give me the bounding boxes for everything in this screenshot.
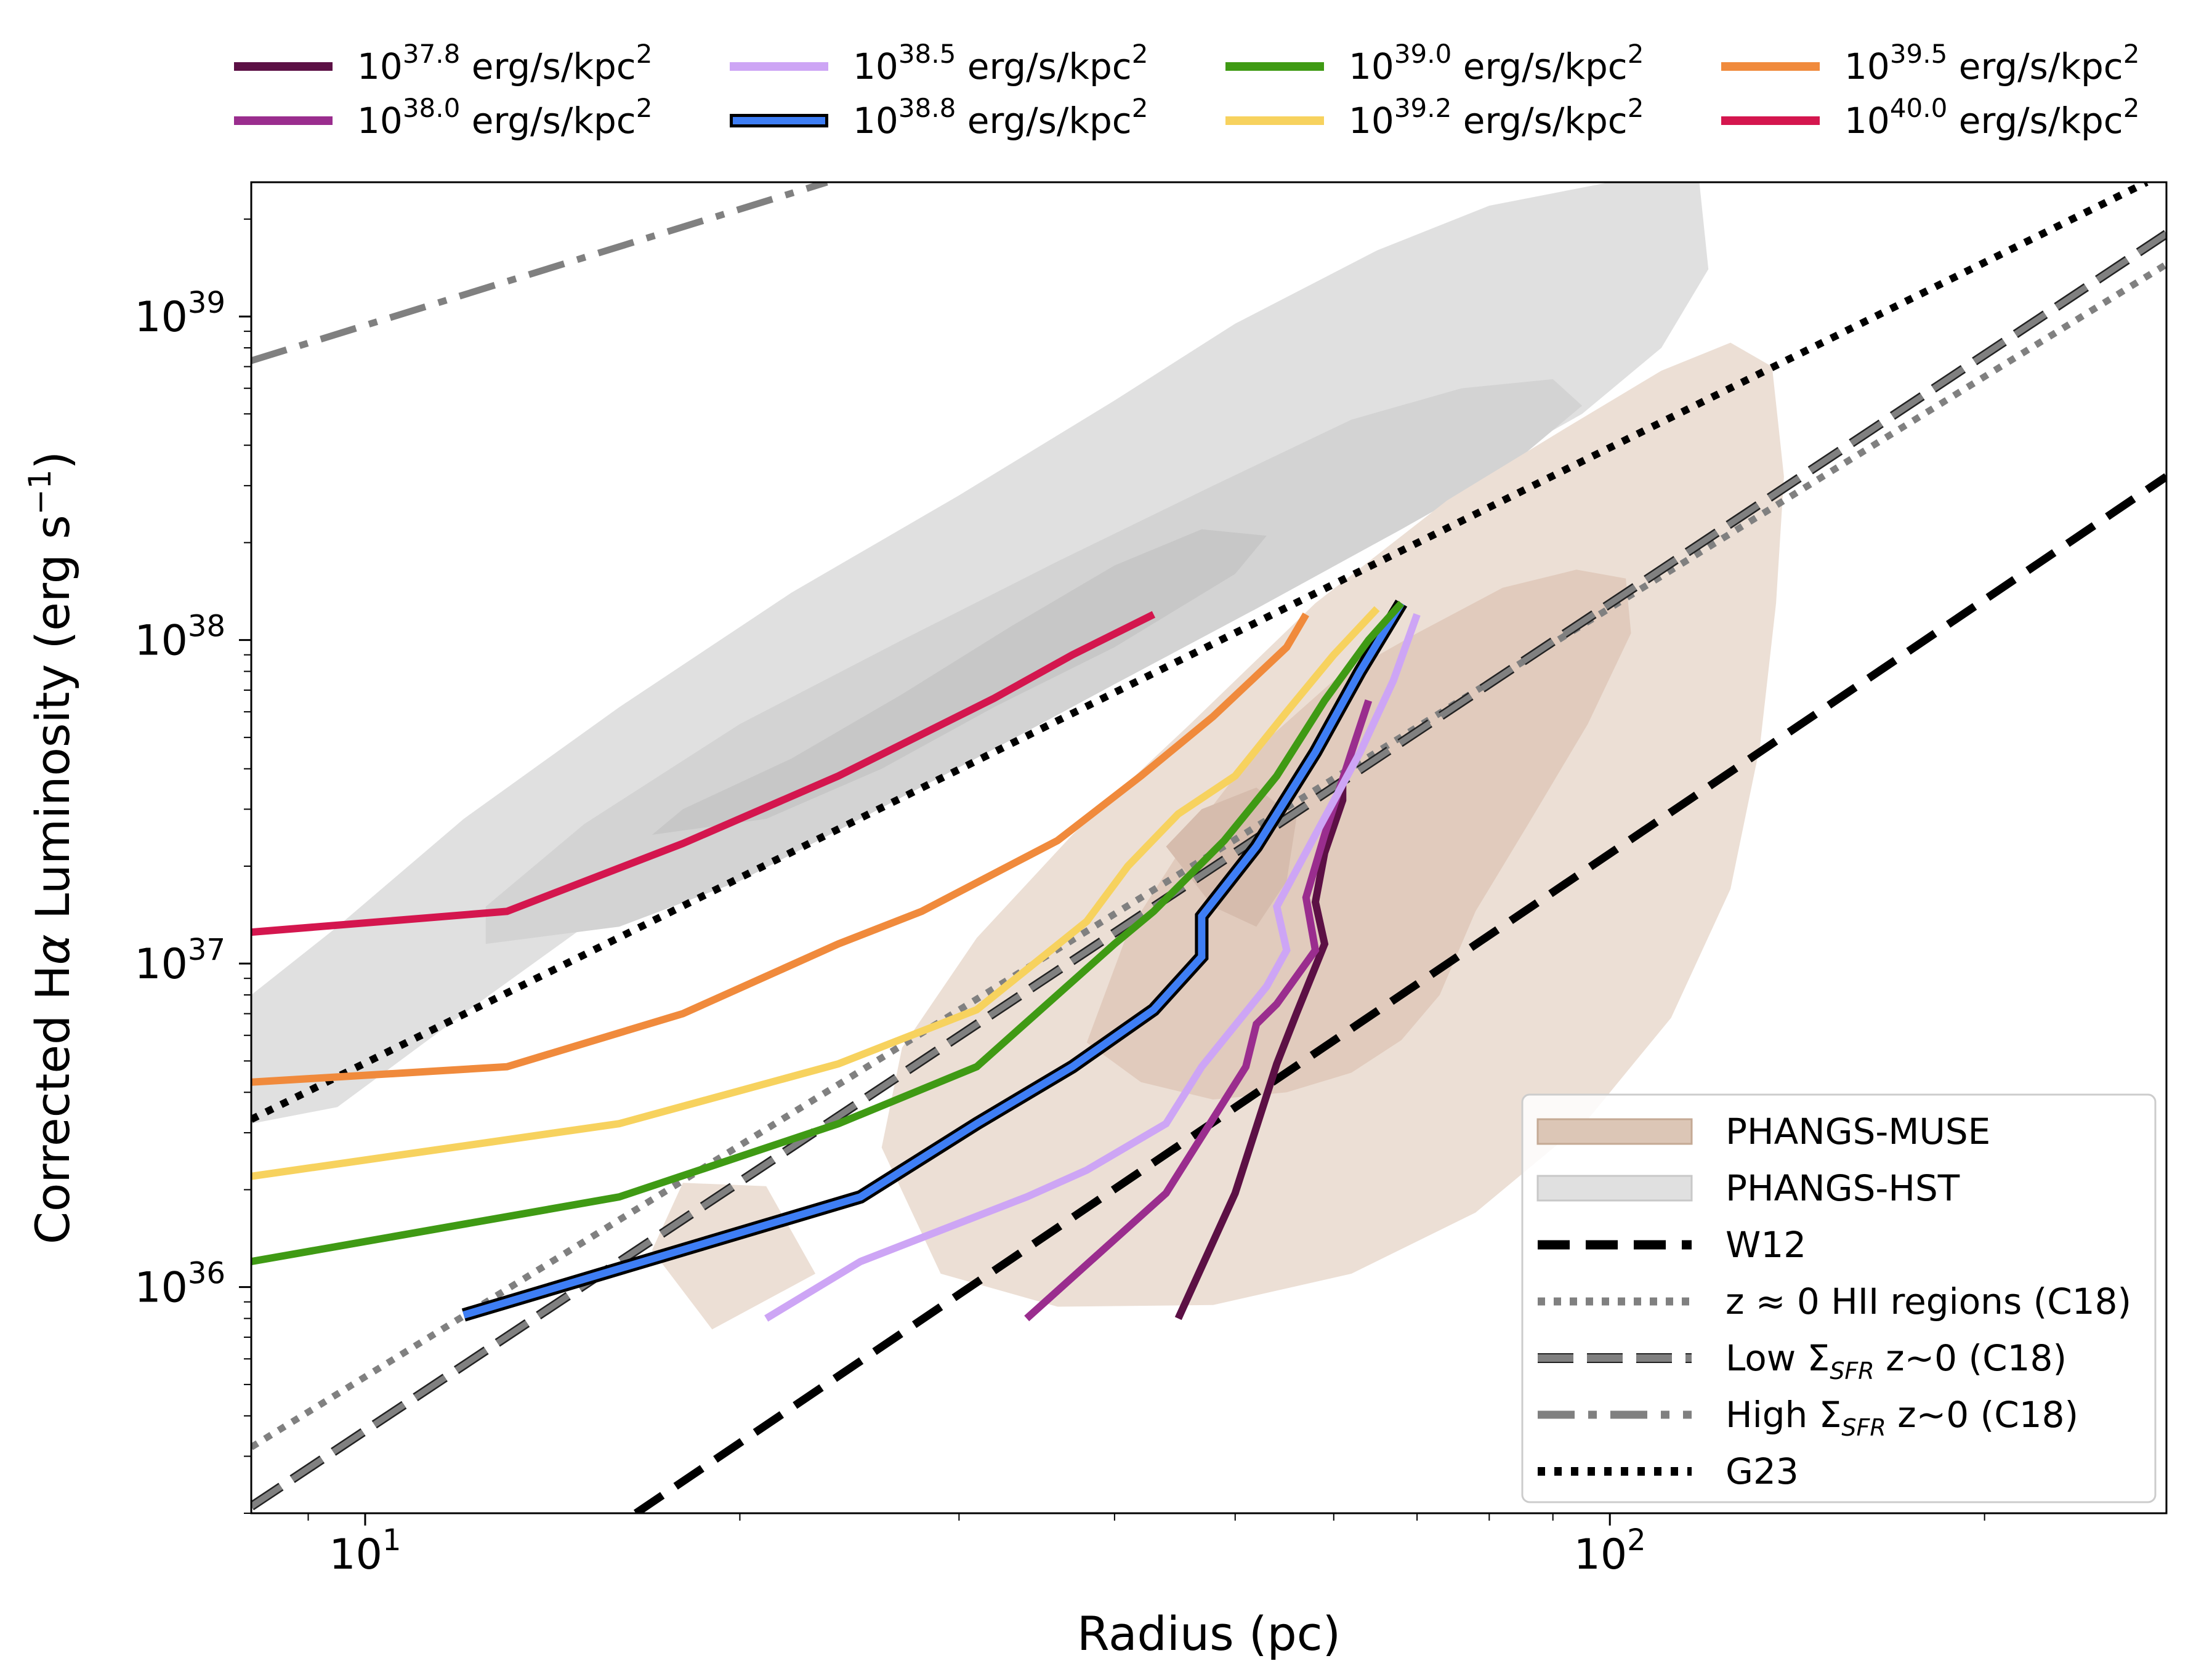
inner-legend-item: PHANGS-HST: [1536, 1167, 1960, 1209]
data-series: [251, 600, 1421, 1322]
series-10-39-0-erg-s-kpc-2: [251, 600, 1405, 1266]
inner-legend-item: G23: [1538, 1450, 1799, 1492]
top-legend: 1037.8 erg/s/kpc2 1038.0 erg/s/kpc2 1038.5…: [234, 39, 2139, 142]
legend-label: 1039.2 erg/s/kpc2: [1349, 93, 1644, 142]
top-legend-item-39-5: 1039.5 erg/s/kpc2: [1721, 39, 2139, 87]
inner-legend-item: W12: [1538, 1224, 1806, 1266]
phangs-muse-contour-5: [1086, 569, 1631, 1100]
ref-line-w12: [633, 473, 2166, 1513]
ref-line-g23: [251, 182, 2149, 1123]
x-axis-title: Radius (pc): [1077, 1606, 1341, 1661]
x-axis: 101 102: [307, 1513, 1985, 1579]
legend-label: 1038.0 erg/s/kpc2: [357, 93, 652, 142]
ref-line-low-sfr-z-0-c18: [251, 231, 2166, 1510]
top-legend-item-38-5: 1038.5 erg/s/kpc2: [730, 39, 1148, 87]
y-axis-title: Corrected Hα Luminosity (erg s−1): [22, 451, 80, 1244]
top-legend-item-38-0: 1038.0 erg/s/kpc2: [234, 93, 652, 142]
legend-patch: [1536, 1175, 1693, 1202]
inner-legend-item: Low ΣSFR z~0 (C18): [1538, 1337, 2067, 1385]
series-10-39-5-erg-s-kpc-2: [251, 612, 1309, 1086]
legend-label: 1038.5 erg/s/kpc2: [853, 39, 1148, 87]
density-contours: [251, 182, 1784, 1330]
top-legend-item-39-2: 1039.2 erg/s/kpc2: [1225, 93, 1644, 142]
top-legend-item-40-0: 1040.0 erg/s/kpc2: [1721, 93, 2139, 142]
top-legend-item-38-8: 1038.8 erg/s/kpc2: [730, 93, 1148, 142]
legend-patch: [1536, 1118, 1693, 1145]
inner-legend-label: G23: [1726, 1450, 1799, 1492]
y-tick-label: 1036: [134, 1257, 225, 1313]
inner-legend-label: PHANGS-HST: [1726, 1167, 1960, 1209]
series-10-39-2-erg-s-kpc-2: [251, 606, 1380, 1180]
x-tick-label: 102: [1574, 1523, 1646, 1579]
inner-legend-label: W12: [1726, 1224, 1806, 1266]
legend-label: 1040.0 erg/s/kpc2: [1844, 93, 2139, 142]
legend-label: 1039.5 erg/s/kpc2: [1844, 39, 2139, 87]
inner-legend-item: High ΣSFR z~0 (C18): [1538, 1394, 2078, 1441]
plot-frame: [250, 181, 2168, 1514]
top-legend-item-39-0: 1039.0 erg/s/kpc2: [1225, 39, 1644, 87]
series-10-38-5-erg-s-kpc-2: [764, 613, 1421, 1322]
inner-legend-item: z ≈ 0 HII regions (C18): [1538, 1281, 2131, 1322]
y-tick-label: 1039: [134, 286, 225, 342]
x-tick-label: 101: [329, 1523, 401, 1579]
series-10-38-8-erg-s-kpc-2: [462, 601, 1405, 1319]
legend-label: 1038.8 erg/s/kpc2: [853, 93, 1148, 142]
inner-legend-label: PHANGS-MUSE: [1726, 1111, 1990, 1152]
series-10-37-8-erg-s-kpc-2: [1174, 779, 1347, 1321]
y-tick-label: 1038: [134, 609, 225, 666]
phangs-hst-contour-2: [652, 529, 1267, 835]
inner-legend-label: High ΣSFR z~0 (C18): [1726, 1394, 2078, 1441]
inner-legend-item: PHANGS-MUSE: [1536, 1111, 1990, 1152]
series-10-40-0-erg-s-kpc-2: [251, 611, 1156, 936]
inner-legend: PHANGS-MUSE PHANGS-HST W12 z ≈ 0 HII region…: [1521, 1093, 2157, 1503]
inner-legend-label: Low ΣSFR z~0 (C18): [1726, 1337, 2067, 1385]
legend-label: 1037.8 erg/s/kpc2: [357, 39, 652, 87]
y-axis: 1036 1037 1038 1039: [134, 218, 251, 1514]
y-tick-label: 1037: [134, 933, 225, 989]
inner-legend-label: z ≈ 0 HII regions (C18): [1726, 1281, 2131, 1322]
ref-line-high-sfr-z-0-c18: [251, 182, 828, 364]
top-legend-item-37-8: 1037.8 erg/s/kpc2: [234, 39, 652, 87]
legend-label: 1039.0 erg/s/kpc2: [1349, 39, 1644, 87]
